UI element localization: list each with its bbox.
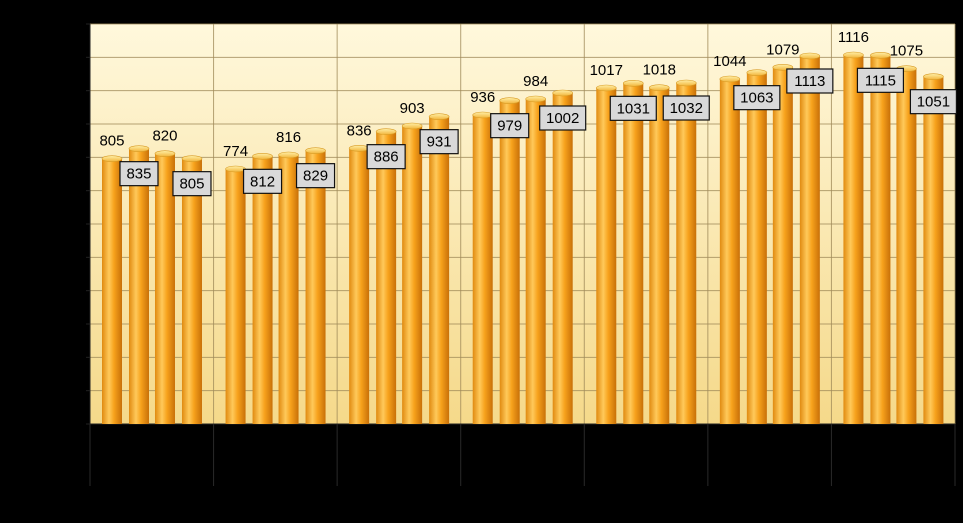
bar <box>772 67 793 424</box>
bar-cap <box>719 75 741 83</box>
bar <box>376 131 397 424</box>
bar-cap <box>252 153 273 160</box>
data-label-box <box>539 105 587 131</box>
data-label: 1018 <box>643 62 676 79</box>
bar-cap <box>278 151 299 159</box>
data-label: 984 <box>523 73 548 90</box>
data-label: 936 <box>470 89 495 106</box>
data-label-box <box>295 163 336 189</box>
bar <box>472 115 493 424</box>
data-label: 1031 <box>617 100 650 117</box>
data-label: 1063 <box>740 90 773 107</box>
bar-cap <box>675 79 697 87</box>
data-label: 774 <box>223 143 248 160</box>
data-label: 931 <box>427 134 452 151</box>
data-label: 829 <box>303 168 328 185</box>
data-label: 1113 <box>794 73 825 90</box>
bar <box>525 99 546 424</box>
bar-cap <box>348 145 370 152</box>
bar-cap <box>428 113 450 120</box>
bar <box>181 158 202 424</box>
bar <box>896 68 917 425</box>
data-label: 1017 <box>590 62 623 79</box>
bar <box>252 156 273 425</box>
data-label: 805 <box>99 133 124 150</box>
bar-cap <box>799 52 821 60</box>
bar <box>349 148 370 425</box>
bar <box>799 56 820 424</box>
bar-cap <box>472 111 494 119</box>
bar <box>676 83 697 424</box>
bar <box>128 148 149 424</box>
data-label-box <box>609 95 657 121</box>
bar <box>278 155 299 424</box>
data-label-box <box>419 129 459 155</box>
data-label: 805 <box>179 176 204 193</box>
bar <box>719 79 740 424</box>
data-label: 886 <box>374 149 399 166</box>
data-label-box <box>856 67 905 93</box>
bar-cap <box>225 165 246 173</box>
bar <box>870 55 891 424</box>
bar <box>225 169 246 424</box>
bar-cap <box>595 84 617 92</box>
bar-cap <box>401 122 423 130</box>
bar-cap <box>923 73 944 80</box>
bar <box>499 100 520 425</box>
bar-cap <box>870 52 891 59</box>
data-label-box <box>909 89 958 115</box>
bar <box>923 76 944 425</box>
data-label: 820 <box>152 128 177 145</box>
bar <box>623 83 644 424</box>
data-label: 903 <box>400 100 425 117</box>
data-label-box <box>786 68 834 94</box>
data-label: 812 <box>250 173 275 190</box>
data-label: 1044 <box>713 53 746 70</box>
bar-cap <box>181 155 203 162</box>
bar-cap <box>843 51 864 59</box>
bar <box>596 88 617 424</box>
bar-cap <box>622 80 644 87</box>
data-label: 979 <box>497 118 522 135</box>
bar <box>552 93 573 424</box>
bar-cap <box>305 147 326 154</box>
data-label-box <box>172 171 212 197</box>
bar <box>746 72 767 425</box>
data-label: 1002 <box>546 110 579 127</box>
bar-cap <box>101 155 123 162</box>
bar <box>305 150 326 424</box>
data-label-box <box>366 144 406 170</box>
data-label-box <box>733 85 781 111</box>
data-label: 836 <box>347 122 372 139</box>
data-label: 1115 <box>865 72 896 89</box>
bar <box>101 158 122 424</box>
data-label-box <box>490 113 530 139</box>
data-label: 1079 <box>766 41 799 58</box>
data-label: 1032 <box>670 100 703 117</box>
data-label-box <box>662 95 710 121</box>
data-label: 835 <box>126 166 151 183</box>
data-label: 1075 <box>890 43 923 60</box>
data-label: 1051 <box>917 94 950 111</box>
data-label-box <box>119 161 159 187</box>
bar <box>402 126 423 424</box>
bar-cap <box>128 145 150 152</box>
bar <box>649 87 670 425</box>
bar-cap <box>746 69 768 76</box>
bar-cap <box>525 95 546 103</box>
bar-cap <box>154 150 176 157</box>
bar-cap <box>648 84 670 91</box>
bar <box>429 116 450 425</box>
bar <box>154 153 175 424</box>
data-label: 816 <box>276 129 301 146</box>
bar-cap <box>552 89 573 97</box>
bar-cap <box>499 97 521 104</box>
bar <box>843 55 864 424</box>
data-label-box <box>242 168 283 194</box>
bar-cap <box>375 128 397 135</box>
data-label: 1116 <box>838 29 869 46</box>
